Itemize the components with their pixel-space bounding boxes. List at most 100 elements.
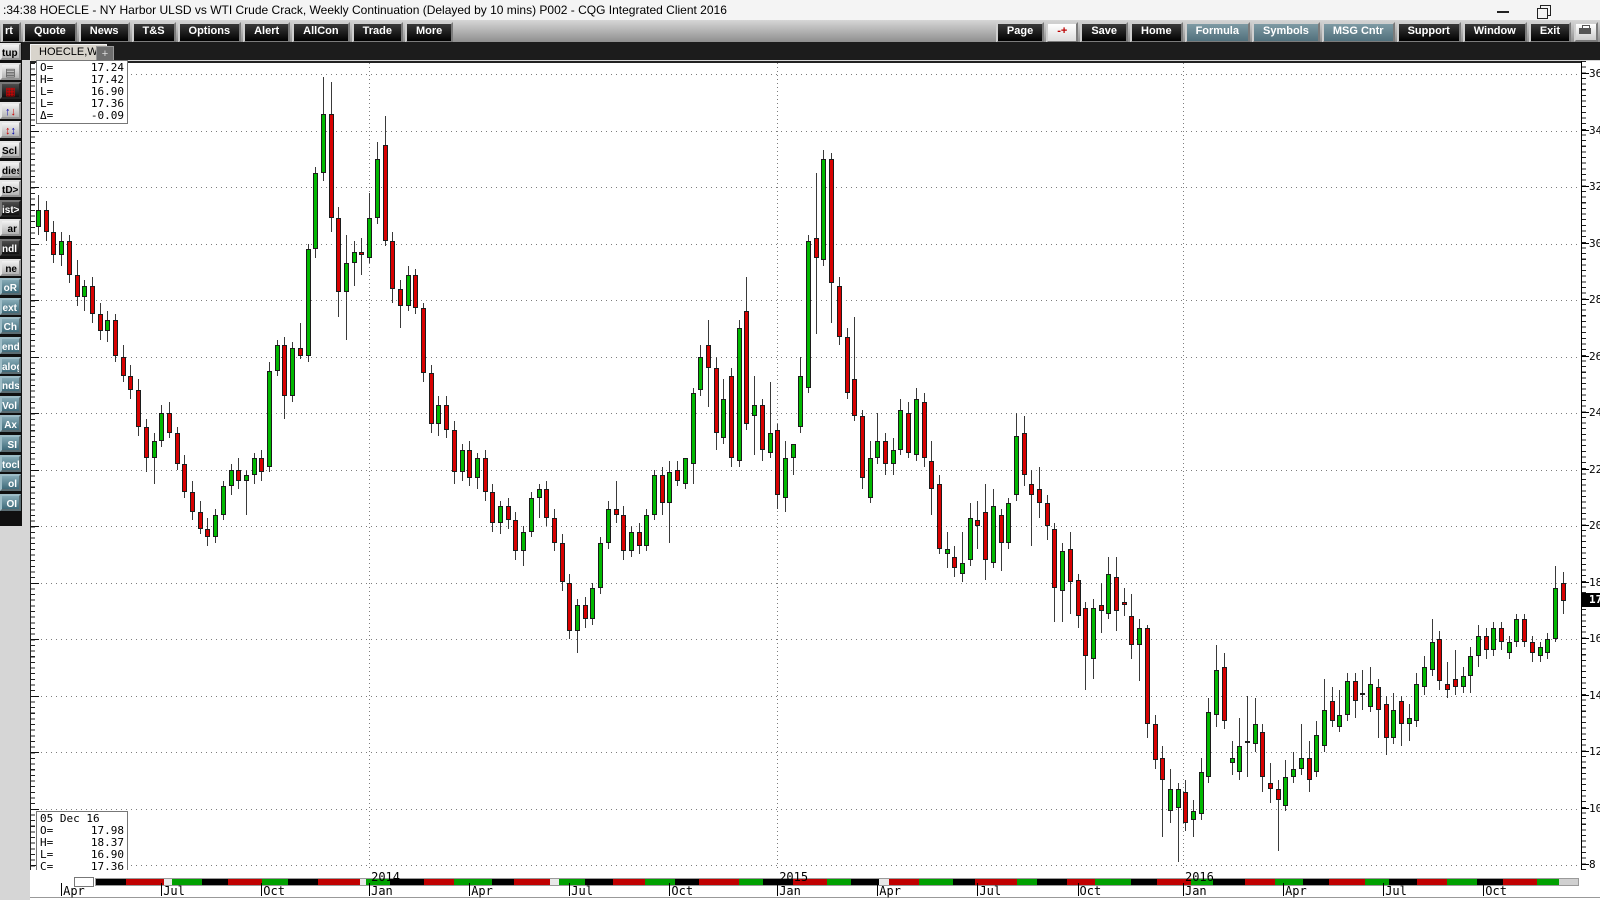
- info-row-label: O=: [40, 61, 54, 74]
- month-tick: [669, 883, 671, 896]
- window-button[interactable]: Window: [1462, 22, 1527, 43]
- sidebar-button-studies[interactable]: dies: [0, 160, 21, 178]
- sidebar-button-chart[interactable]: Ch: [0, 317, 21, 335]
- candle-down: [1067, 548, 1073, 583]
- price-axis[interactable]: 36 34 32 30 28 26 24 22 20 18 16 14 12 10 8 17.36: [1581, 61, 1600, 871]
- candle-up: [367, 218, 373, 258]
- support-button[interactable]: Support: [1396, 22, 1461, 43]
- candle-wick: [1246, 695, 1248, 778]
- sidebar-button-bands[interactable]: nds: [0, 376, 21, 394]
- ribbon-segment: [585, 879, 613, 885]
- sidebar-button-analog[interactable]: alog: [0, 356, 21, 374]
- history-ribbon-bar[interactable]: [95, 878, 1579, 886]
- zoom-out-arrows-icon[interactable]: ↕↕: [0, 121, 21, 139]
- sidebar-button-text[interactable]: ext: [0, 297, 21, 315]
- candle-down: [659, 475, 665, 504]
- minimize-button[interactable]: [1490, 3, 1516, 17]
- sidebar-button-volume[interactable]: Vol: [0, 395, 21, 413]
- sidebar-button-vol[interactable]: ol: [0, 474, 21, 492]
- more-menu-button[interactable]: More: [404, 22, 454, 43]
- candle-down: [1445, 684, 1451, 690]
- sidebar-button-bar[interactable]: ar: [0, 219, 21, 237]
- time-axis[interactable]: 2014 2015 2016 Apr Jul Oct Jan Apr Jul Oct Jan Apr J…: [30, 870, 1600, 900]
- candle-down: [1375, 687, 1381, 710]
- save-button[interactable]: Save: [1080, 22, 1129, 43]
- sidebar-button-trend[interactable]: end: [0, 337, 21, 354]
- month-tick: [161, 883, 163, 896]
- alert-menu-button[interactable]: Alert: [243, 22, 291, 43]
- candle-up: [1475, 636, 1481, 656]
- page-menu-button[interactable]: Page: [995, 22, 1045, 43]
- candle-down: [1221, 667, 1227, 721]
- sidebar-button-nextday[interactable]: tD>: [0, 180, 21, 198]
- time-and-sales-menu-button[interactable]: T&S: [131, 22, 176, 43]
- info-row: H= 17.42: [40, 74, 124, 86]
- price-axis-label-16: 16: [1589, 632, 1600, 645]
- exit-button[interactable]: Exit: [1528, 22, 1571, 43]
- printer-icon-body: [1579, 28, 1591, 34]
- price-gridline-12: [31, 752, 1581, 753]
- sidebar-button-rsi[interactable]: SI: [0, 435, 21, 452]
- chart-style-icon[interactable]: ▦: [0, 82, 21, 100]
- news-menu-button[interactable]: News: [78, 22, 130, 43]
- candle-down: [983, 511, 989, 560]
- tab-hoecle-weekly[interactable]: HOECLE,W: [30, 44, 107, 62]
- sidebar-button-mavg[interactable]: Ax: [0, 415, 21, 433]
- ribbon-segment: [360, 879, 366, 885]
- formula-button[interactable]: Formula: [1184, 22, 1250, 43]
- candle-up: [790, 444, 796, 459]
- zoom-in-arrows-icon[interactable]: ↑↓: [0, 101, 21, 119]
- month-tick: [1283, 883, 1285, 896]
- ribbon-segment: [827, 879, 851, 885]
- sidebar-button-line[interactable]: ne: [0, 258, 21, 276]
- info-row-value: 17.36: [90, 97, 124, 110]
- candle-down: [451, 429, 457, 473]
- candle-up: [1414, 684, 1420, 721]
- candle-up: [105, 319, 111, 332]
- candle-down: [205, 528, 211, 538]
- price-axis-label-26: 26: [1589, 349, 1600, 363]
- candle-up: [267, 370, 272, 467]
- symbols-button[interactable]: Symbols: [1251, 22, 1320, 43]
- quote-menu-button[interactable]: Quote: [23, 22, 77, 43]
- info-row-label: O=: [40, 824, 54, 837]
- candle-up: [274, 345, 280, 371]
- candle-down: [883, 441, 888, 464]
- candle-up: [151, 441, 157, 459]
- sidebar-button-openint[interactable]: OI: [0, 493, 21, 511]
- info-row: C= 17.36: [40, 861, 124, 873]
- ribbon-scroll-handle[interactable]: [74, 877, 94, 887]
- print-button[interactable]: [1574, 22, 1598, 42]
- sidebar-button-candle[interactable]: ndl: [0, 239, 21, 256]
- home-button[interactable]: Home: [1130, 22, 1183, 43]
- trade-menu-button[interactable]: Trade: [351, 22, 403, 43]
- candle-down: [1437, 639, 1443, 682]
- sidebar-button-stoch[interactable]: toch: [0, 454, 21, 472]
- sidebar-button-hist[interactable]: ist>: [0, 199, 21, 217]
- allcon-menu-button[interactable]: AllCon: [292, 22, 350, 43]
- price-gridline-16: [31, 639, 1581, 640]
- candlestick-chart-plot[interactable]: [30, 61, 1581, 873]
- candle-up: [313, 172, 319, 250]
- maximize-button[interactable]: [1532, 3, 1558, 19]
- quote-info-box: O= 17.24 H= 17.42 L= 16.90 L= 17.36 Δ= -0.09: [36, 60, 128, 124]
- sidebar-button-setup[interactable]: tup: [0, 43, 21, 60]
- chart-menu-button[interactable]: rt: [1, 22, 21, 43]
- candle-wick: [1293, 752, 1295, 784]
- sidebar-button-autoscale[interactable]: Scl: [0, 141, 21, 158]
- candle-up: [1422, 667, 1427, 688]
- info-row-value: 17.42: [90, 73, 124, 86]
- candle-up: [1360, 692, 1366, 696]
- price-axis-major-tick: [1582, 638, 1589, 639]
- ribbon-segment: [1067, 879, 1095, 885]
- add-tab-button[interactable]: +: [96, 46, 114, 61]
- sidebar-button-pbor[interactable]: oR: [0, 278, 21, 296]
- price-gridline-32: [31, 187, 1581, 188]
- candle-up: [521, 531, 527, 552]
- candle-up: [1090, 607, 1096, 659]
- print-icon[interactable]: ▤: [0, 62, 21, 80]
- candle-up: [875, 441, 881, 459]
- options-menu-button[interactable]: Options: [177, 22, 242, 43]
- page-nav-button[interactable]: -+: [1046, 22, 1079, 43]
- msg-center-button[interactable]: MSG Cntr: [1321, 22, 1395, 43]
